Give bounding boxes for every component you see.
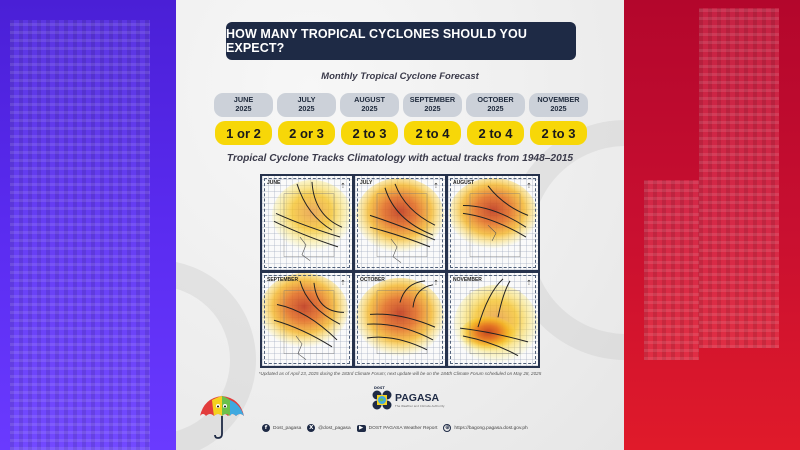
facebook-icon: f — [262, 424, 270, 432]
x-icon: X — [307, 424, 316, 432]
pagasa-emblem-icon — [372, 390, 392, 410]
social-label: DOST PAGASA Weather Report — [368, 425, 438, 431]
heatmap-graphic — [449, 177, 537, 257]
month-november: NOVEMBER 2025 2 to 3 — [529, 93, 588, 145]
north-arrow-icon: ⇡ — [340, 182, 346, 190]
cyclone-count: 1 or 2 — [215, 121, 272, 145]
umbrella-mascot-icon — [200, 396, 244, 439]
north-arrow-icon: ⇡ — [433, 278, 439, 287]
cyclone-count: 2 to 3 — [530, 121, 587, 145]
building-image — [10, 20, 150, 450]
dost-label: DOST — [374, 386, 385, 390]
pagasa-tagline: The Weather and Climate Authority — [395, 403, 445, 408]
page-title: HOW MANY TROPICAL CYCLONES SHOULD YOU EX… — [226, 27, 527, 55]
pagasa-logo: PAGASA The Weather and Climate Authority — [372, 390, 445, 410]
map-october: OCTOBER ⇡ — [355, 272, 445, 366]
month-label: JULY 2025 — [277, 93, 336, 117]
heatmap-graphic — [272, 179, 352, 261]
social-website[interactable]: ⊕ https://bagong.pagasa.dost.gov.ph — [443, 424, 528, 432]
infographic-panel: HOW MANY TROPICAL CYCLONES SHOULD YOU EX… — [176, 0, 624, 450]
month-june: JUNE 2025 1 or 2 — [214, 93, 273, 145]
social-label: @dost_pagasa — [318, 425, 351, 431]
pagasa-wordmark: PAGASA — [395, 391, 440, 404]
track-climatology-maps: JUNE ⇡ JULY ⇡ — [260, 174, 540, 368]
map-label: OCTOBER — [360, 276, 385, 283]
map-label: JULY — [360, 180, 373, 186]
month-label: OCTOBER 2025 — [466, 93, 525, 117]
left-decorative-band — [0, 0, 176, 450]
month-july: JULY 2025 2 or 3 — [277, 93, 336, 145]
map-july: JULY ⇡ — [355, 176, 445, 270]
social-label: Dost_pagasa — [273, 425, 302, 431]
social-facebook[interactable]: f Dost_pagasa — [262, 424, 301, 432]
month-label: AUGUST 2025 — [340, 93, 399, 117]
map-november: NOVEMBER ⇡ — [448, 272, 538, 366]
monthly-forecast-row: JUNE 2025 1 or 2 JULY 2025 2 or 3 AUGUST 20… — [214, 93, 588, 145]
map-label: AUGUST — [453, 180, 475, 186]
north-arrow-icon: ⇡ — [433, 182, 439, 190]
month-august: AUGUST 2025 2 to 3 — [340, 93, 399, 145]
north-arrow-icon: ⇡ — [526, 182, 532, 190]
globe-icon: ⊕ — [443, 424, 452, 432]
map-label: JUNE — [267, 180, 281, 186]
climatology-subtitle: Tropical Cyclone Tracks Climatology with… — [226, 153, 574, 164]
map-label: NOVEMBER — [453, 276, 482, 283]
cyclone-count: 2 or 3 — [278, 121, 335, 145]
building-image — [644, 180, 699, 360]
map-june: JUNE ⇡ — [262, 176, 352, 270]
north-arrow-icon: ⇡ — [526, 278, 532, 287]
heatmap-graphic — [262, 272, 348, 360]
cyclone-count: 2 to 3 — [341, 121, 398, 145]
right-decorative-band — [624, 0, 800, 450]
heatmap-graphic — [454, 278, 538, 364]
month-label: NOVEMBER 2025 — [529, 93, 588, 117]
forecast-subtitle: Monthly Tropical Cyclone Forecast — [321, 71, 479, 82]
month-label: SEPTEMBER 2025 — [403, 93, 462, 117]
heatmap-graphic — [356, 277, 444, 357]
social-youtube[interactable]: ▶ DOST PAGASA Weather Report — [356, 424, 438, 432]
title-banner: HOW MANY TROPICAL CYCLONES SHOULD YOU EX… — [226, 22, 576, 60]
month-label: JUNE 2025 — [214, 93, 273, 117]
north-arrow-icon: ⇡ — [340, 278, 346, 287]
update-note: *Updated as of April 23, 2025 during the… — [258, 371, 542, 376]
month-october: OCTOBER 2025 2 to 4 — [466, 93, 525, 145]
social-x[interactable]: X @dost_pagasa — [307, 424, 351, 432]
cyclone-count: 2 to 4 — [467, 121, 524, 145]
heatmap-graphic — [356, 177, 444, 263]
building-image — [699, 8, 779, 348]
youtube-icon: ▶ — [356, 424, 366, 432]
social-label: https://bagong.pagasa.dost.gov.ph — [454, 425, 528, 431]
map-label: SEPTEMBER — [267, 276, 299, 283]
month-september: SEPTEMBER 2025 2 to 4 — [403, 93, 462, 145]
map-september: SEPTEMBER ⇡ — [262, 272, 352, 366]
map-august: AUGUST ⇡ — [448, 176, 538, 270]
social-links: f Dost_pagasa X @dost_pagasa ▶ DOST PAGA… — [262, 424, 528, 432]
cyclone-count: 2 to 4 — [404, 121, 461, 145]
